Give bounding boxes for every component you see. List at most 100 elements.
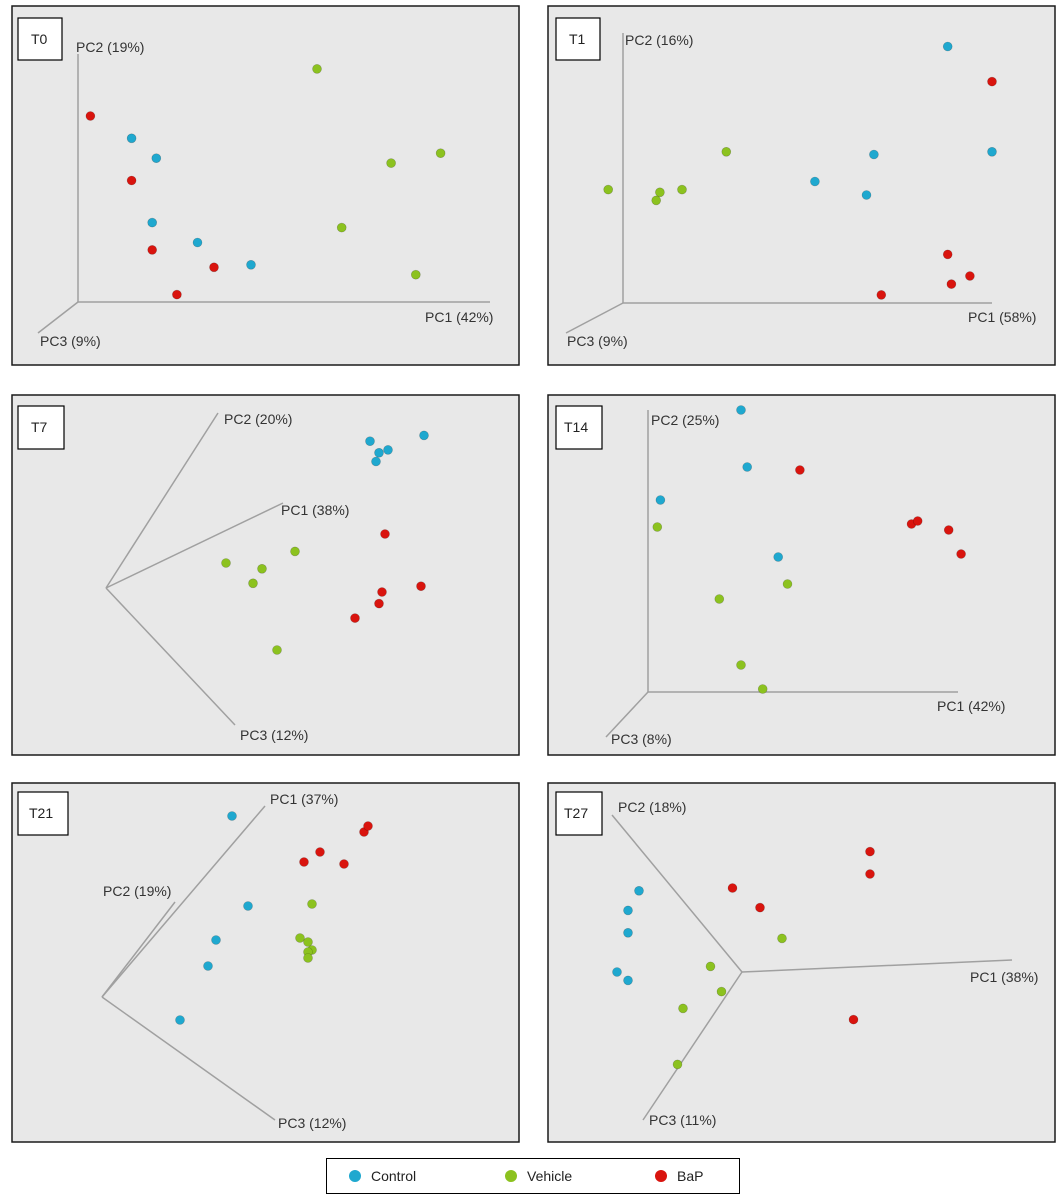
control-point bbox=[419, 430, 429, 441]
vehicle-point bbox=[303, 937, 313, 947]
bap-point bbox=[965, 271, 975, 281]
pc1-axis bbox=[101, 805, 266, 998]
vehicle-point bbox=[716, 986, 727, 997]
vehicle-point bbox=[672, 1059, 683, 1070]
control-point bbox=[634, 885, 644, 896]
vehicle-point bbox=[290, 546, 300, 557]
pc3-axis bbox=[101, 996, 276, 1121]
vehicle-point bbox=[307, 899, 317, 909]
pc3-axis bbox=[37, 301, 79, 334]
points-layer bbox=[652, 405, 966, 694]
bap-point bbox=[755, 902, 765, 913]
vehicle-point bbox=[257, 563, 267, 574]
points-layer bbox=[221, 430, 429, 655]
legend-label: BaP bbox=[677, 1168, 704, 1184]
bap-point bbox=[209, 262, 219, 273]
pc3-axis-label: PC3 (9%) bbox=[40, 333, 101, 349]
vehicle-point bbox=[651, 195, 662, 206]
bap-point bbox=[339, 859, 349, 869]
control-point bbox=[869, 149, 879, 160]
legend: Control Vehicle BaP bbox=[326, 1158, 740, 1194]
vehicle-point bbox=[757, 684, 768, 694]
vehicle-point bbox=[295, 933, 305, 943]
legend-item-control: Control bbox=[349, 1167, 416, 1185]
bap-point bbox=[727, 883, 738, 893]
vehicle-point bbox=[678, 1003, 688, 1014]
bap-point bbox=[987, 76, 997, 87]
pc1-axis-label: PC1 (42%) bbox=[937, 698, 1005, 714]
pc1-axis bbox=[105, 502, 284, 589]
bap-point bbox=[299, 857, 309, 867]
vehicle-point bbox=[386, 158, 396, 168]
panel-label-box bbox=[17, 791, 69, 836]
vehicle-point bbox=[603, 184, 614, 195]
vehicle-point bbox=[248, 578, 258, 589]
panel-label: T14 bbox=[564, 419, 588, 435]
bap-point bbox=[943, 525, 954, 535]
pc3-axis bbox=[642, 971, 743, 1121]
bap-point bbox=[865, 846, 875, 857]
control-point bbox=[623, 905, 633, 916]
points-layer bbox=[612, 846, 875, 1070]
control-point bbox=[192, 237, 203, 248]
control-point bbox=[147, 217, 157, 228]
control-point bbox=[655, 495, 666, 505]
vehicle-point bbox=[736, 660, 746, 670]
control-point bbox=[246, 259, 256, 270]
pc1-axis-label: PC1 (37%) bbox=[270, 791, 338, 807]
panel-label-box bbox=[555, 791, 603, 836]
control-point bbox=[773, 552, 784, 562]
control-point bbox=[623, 975, 633, 986]
bap-point bbox=[848, 1014, 859, 1025]
pc1-axis bbox=[741, 959, 1013, 973]
pc2-axis-label: PC2 (16%) bbox=[625, 32, 693, 48]
bap-point bbox=[363, 821, 373, 831]
pc2-axis-label: PC2 (20%) bbox=[224, 411, 292, 427]
bap-point bbox=[374, 598, 384, 609]
pc3-axis bbox=[605, 691, 649, 738]
pc2-axis bbox=[101, 901, 176, 998]
pc3-axis-label: PC3 (12%) bbox=[240, 727, 308, 743]
bap-point bbox=[912, 516, 923, 526]
control-point bbox=[175, 1015, 185, 1025]
pc3-axis-label: PC3 (11%) bbox=[649, 1112, 716, 1128]
pc1-axis-label: PC1 (38%) bbox=[281, 502, 349, 518]
control-point bbox=[987, 147, 997, 157]
control-point bbox=[203, 961, 213, 971]
legend-item-vehicle: Vehicle bbox=[505, 1167, 572, 1185]
pc3-axis bbox=[565, 302, 624, 334]
bap-point bbox=[795, 465, 805, 475]
panel-label-box bbox=[17, 405, 65, 450]
legend-item-bap: BaP bbox=[655, 1167, 703, 1185]
panel-label: T21 bbox=[29, 805, 53, 821]
control-point bbox=[243, 901, 253, 911]
vehicle-point bbox=[782, 579, 793, 589]
control-point bbox=[942, 41, 953, 52]
panel-t14: T14 PC1 (42%) PC2 (25%) PC3 (8%) bbox=[547, 394, 1056, 756]
vehicle-point bbox=[721, 147, 732, 157]
panel-frame bbox=[547, 394, 1056, 756]
bap-point bbox=[876, 290, 887, 300]
vehicle-point bbox=[312, 64, 322, 74]
bap-point bbox=[147, 245, 157, 255]
control-point bbox=[810, 176, 820, 187]
panel-label-box bbox=[17, 17, 63, 61]
bap-point bbox=[416, 581, 426, 592]
pc2-axis-label: PC2 (18%) bbox=[618, 799, 686, 815]
panel-t1: T1 PC1 (58%) PC2 (16%) PC3 (9%) bbox=[547, 5, 1056, 366]
control-point bbox=[742, 462, 753, 472]
bap-point bbox=[315, 847, 325, 857]
vehicle-point bbox=[303, 953, 313, 963]
pc3-axis-label: PC3 (8%) bbox=[611, 731, 672, 747]
bap-point bbox=[942, 249, 953, 260]
panel-label: T0 bbox=[31, 31, 48, 47]
control-point bbox=[227, 811, 237, 821]
vehicle-marker-icon bbox=[505, 1170, 517, 1182]
bap-point bbox=[380, 529, 390, 539]
panel-frame bbox=[11, 5, 520, 366]
panel-frame bbox=[547, 5, 1056, 366]
pc2-axis-label: PC2 (19%) bbox=[103, 883, 171, 899]
bap-point bbox=[377, 587, 387, 597]
panel-label: T1 bbox=[569, 31, 586, 47]
